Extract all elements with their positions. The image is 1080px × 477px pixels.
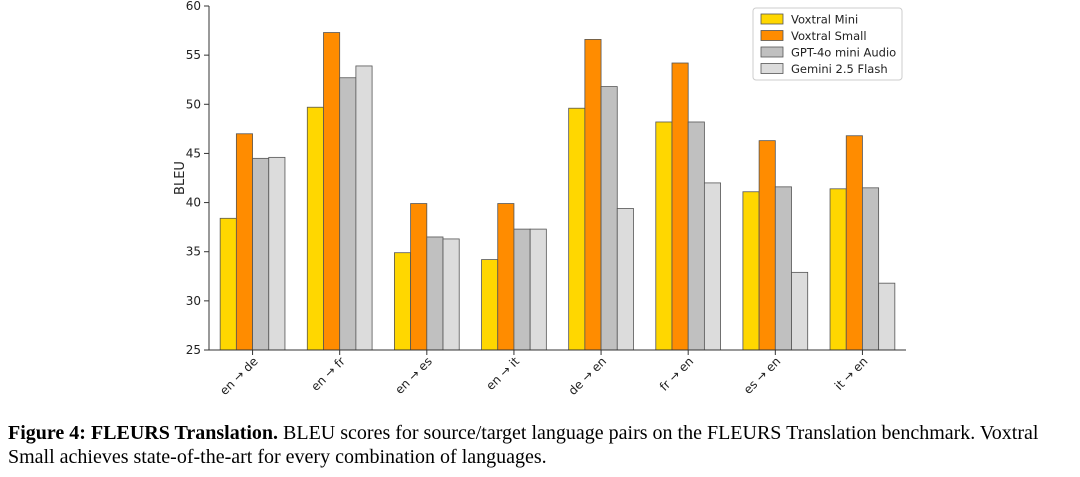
bar-1-3 — [497, 203, 515, 351]
y-tick-label: 40 — [186, 196, 201, 210]
bar-2-3 — [513, 228, 531, 351]
legend-swatch-3 — [760, 63, 784, 74]
y-tick-label: 60 — [186, 0, 201, 13]
bar-0-4 — [568, 107, 586, 351]
bar-3-0 — [268, 156, 286, 351]
x-tick-label: it → en — [832, 354, 871, 393]
y-tick-label: 35 — [186, 245, 201, 259]
bar-1-5 — [671, 62, 689, 351]
bar-0-2 — [394, 252, 412, 351]
bar-0-3 — [481, 259, 499, 351]
bar-2-4 — [600, 86, 618, 351]
x-tick-label: en → it — [483, 354, 522, 393]
legend-swatch-0 — [760, 13, 784, 25]
figure-caption: Figure 4: FLEURS Translation. BLEU score… — [8, 421, 1074, 469]
bar-2-6 — [774, 186, 792, 351]
x-tick-label: en → de — [217, 354, 261, 398]
y-axis-label: BLEU — [173, 161, 188, 195]
bar-1-7 — [845, 135, 863, 351]
y-tick-label: 50 — [186, 97, 201, 111]
bar-0-0 — [219, 217, 237, 351]
legend-label-3: Gemini 2.5 Flash — [791, 62, 888, 76]
x-tick-label: fr → en — [657, 354, 696, 393]
y-tick-label: 45 — [186, 146, 201, 160]
bar-3-5 — [703, 182, 721, 351]
x-tick-label: en → fr — [308, 354, 348, 394]
bar-3-6 — [791, 271, 809, 351]
y-tick-label: 30 — [186, 294, 201, 308]
caption-label: Figure 4: FLEURS Translation. — [8, 422, 279, 444]
y-tick-label: 55 — [186, 48, 201, 62]
bar-2-1 — [339, 77, 357, 351]
bar-3-3 — [529, 228, 547, 351]
legend-label-0: Voxtral Mini — [791, 13, 858, 27]
y-tick-label: 25 — [186, 343, 201, 357]
bar-0-1 — [306, 106, 324, 351]
x-tick-label: en → es — [392, 354, 435, 397]
bar-3-4 — [616, 208, 634, 351]
legend-swatch-1 — [760, 30, 784, 41]
bar-1-4 — [584, 39, 602, 351]
bar-0-5 — [655, 121, 673, 351]
bar-1-2 — [410, 203, 428, 351]
bar-3-1 — [355, 65, 373, 351]
bar-2-2 — [426, 236, 444, 351]
bleu-bar-chart: 25 30 35 40 45 50 55 60 BLEU en → de en → fr en → e… — [173, 0, 906, 398]
bar-1-1 — [323, 32, 341, 351]
caption-text: BLEU scores for source/target language p… — [8, 422, 1039, 468]
bar-0-6 — [742, 191, 760, 351]
bar-2-0 — [252, 157, 270, 351]
legend-box — [752, 7, 903, 81]
legend-label-1: Voxtral Small — [791, 29, 867, 43]
bar-0-7 — [829, 188, 847, 351]
bars-group — [219, 32, 896, 351]
bar-3-7 — [878, 282, 896, 351]
x-tick-label: es → en — [741, 354, 784, 397]
bar-2-5 — [687, 121, 705, 351]
legend-label-2: GPT-4o mini Audio — [791, 46, 896, 60]
legend-swatch-2 — [760, 46, 784, 58]
bar-3-2 — [442, 238, 460, 351]
bar-1-6 — [758, 140, 776, 351]
x-tick-label: de → en — [566, 354, 610, 398]
bar-2-7 — [862, 187, 880, 351]
legend: Voxtral Mini Voxtral Small GPT-4o mini Aud… — [752, 7, 903, 81]
bar-1-0 — [235, 133, 253, 351]
